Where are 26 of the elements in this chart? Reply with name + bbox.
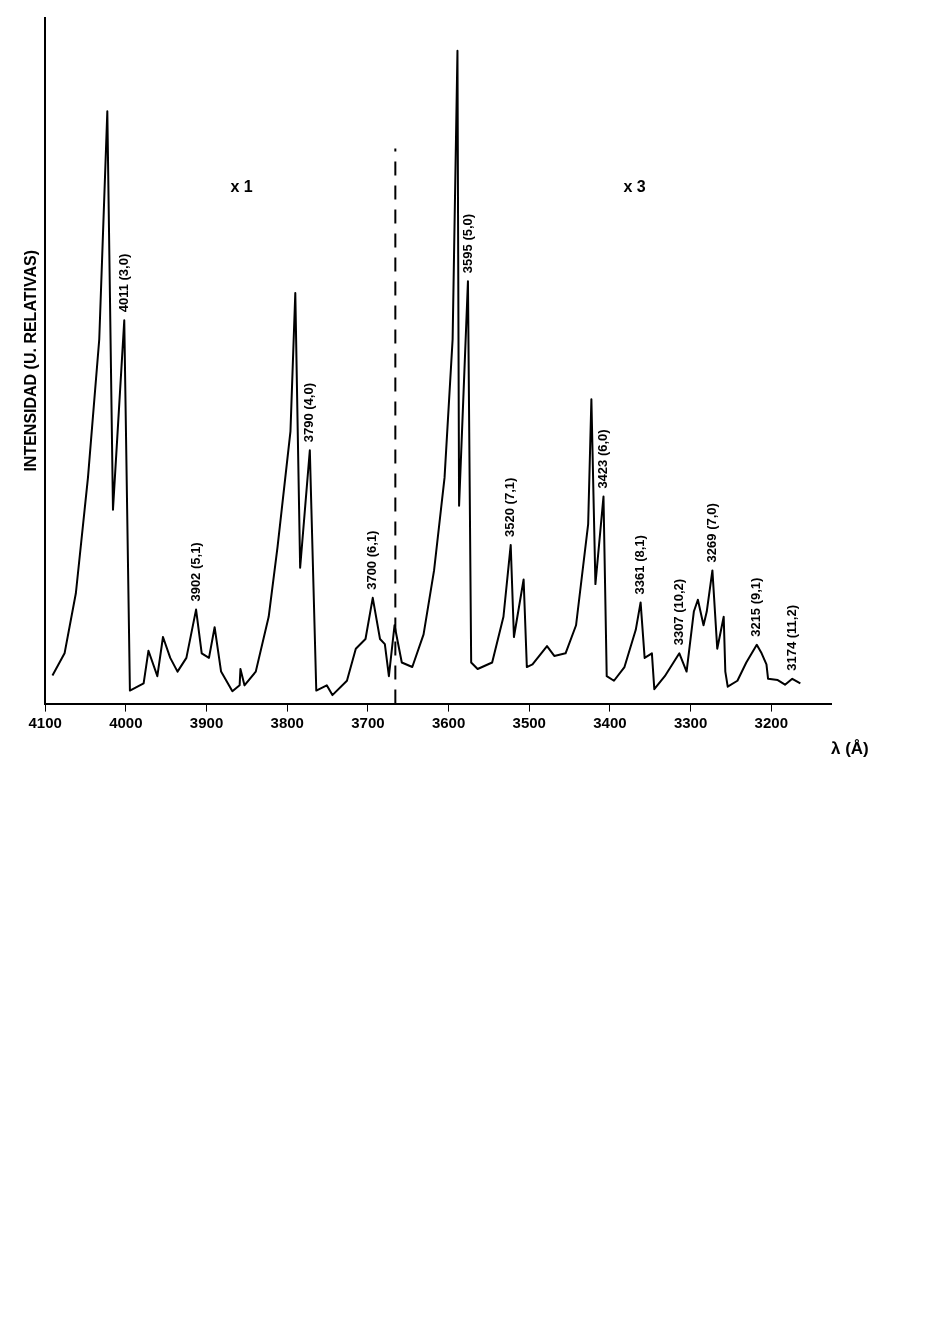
annotation: 3595 (5,0) [459,213,475,274]
x-tick-label: 3900 [189,713,224,731]
annotation: x 1 [230,178,253,196]
x-tick-label: 3500 [512,713,546,731]
x-tick-label: 4100 [28,713,62,731]
x-tick-label: 3700 [351,713,385,731]
annotation: 3307 (10,2) [670,578,686,646]
annotation: 3361 (8,1) [632,535,648,595]
annotation: 3174 (11,2) [783,605,799,671]
x-tick-label: 4000 [109,713,143,731]
x-tick-label: 3400 [593,713,627,731]
annotation: 3902 (5,1) [187,542,203,602]
x-axis-title: λ (Å) [831,739,869,759]
annotation: 3269 (7,0) [703,503,719,563]
annotation: 3700 (6,1) [364,530,380,590]
annotation: 3423 (6,0) [595,429,611,489]
annotation: 3215 (9,1) [748,577,764,637]
x-tick-label: 3300 [673,713,708,731]
annotation: 3790 (4,0) [301,382,317,443]
x-tick-label: 3600 [431,713,466,731]
annotation: 3520 (7,1) [502,477,518,537]
x-tick-label: 3800 [270,713,304,731]
annotation: 4011 (3,0) [115,253,131,313]
y-axis-title: INTENSIDAD (U. RELATIVAS) [22,249,40,472]
annotation: x 3 [623,178,646,196]
x-tick-label: 3200 [754,713,788,731]
